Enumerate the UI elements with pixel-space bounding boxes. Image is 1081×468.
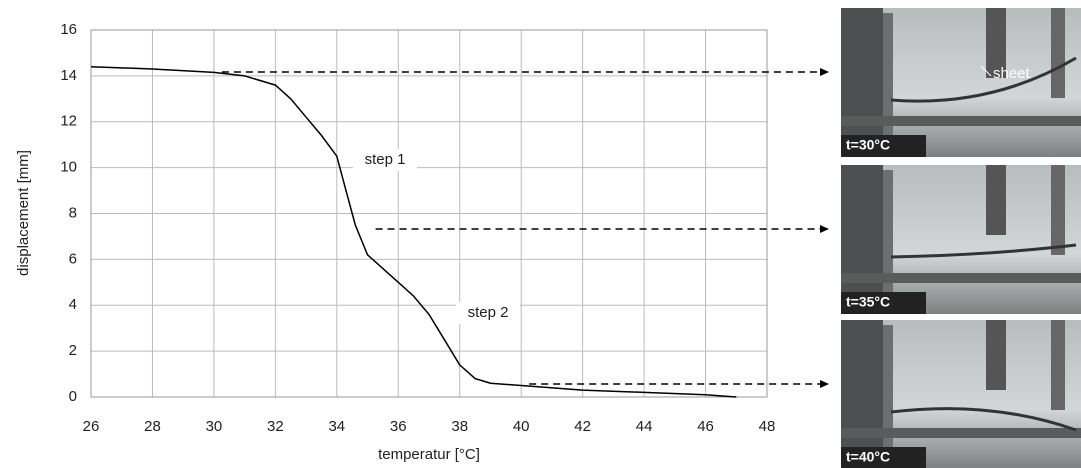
- photo-rod: [986, 8, 1006, 78]
- x-tick-label: 26: [83, 418, 100, 435]
- note-pointer: [980, 65, 992, 77]
- x-tick-label: 36: [390, 418, 407, 435]
- x-tick-label: 38: [451, 418, 468, 435]
- y-tick-label: 14: [60, 67, 77, 84]
- x-tick-label: 42: [574, 418, 591, 435]
- x-tick-label: 30: [206, 418, 223, 435]
- photo-rod: [1051, 165, 1065, 255]
- y-tick-label: 8: [69, 204, 77, 221]
- y-tick-label: 2: [69, 342, 77, 359]
- y-axis-label: displacement [mm]: [15, 150, 32, 276]
- photo-rod: [986, 165, 1006, 235]
- arrow-head: [820, 68, 829, 76]
- arrow-head: [820, 380, 829, 388]
- photo-label-bg: [841, 447, 926, 468]
- photo-label: t=30°C: [846, 137, 890, 153]
- annotation-bg: [353, 149, 417, 171]
- data-line: [90, 65, 737, 398]
- x-tick-label: 28: [144, 418, 161, 435]
- photo-rod: [1051, 320, 1065, 410]
- photo-note: sheet: [993, 65, 1031, 82]
- annotation: step 1: [365, 151, 406, 168]
- photo-label-bg: [841, 292, 926, 314]
- x-axis-label: temperatur [°C]: [378, 446, 480, 463]
- y-tick-label: 0: [69, 388, 77, 405]
- photo-plate: [883, 325, 893, 464]
- y-tick-label: 12: [60, 113, 77, 130]
- annotation-bg: [456, 302, 520, 324]
- photo-rod: [1051, 8, 1065, 98]
- x-tick-label: 44: [636, 418, 653, 435]
- y-tick-label: 4: [69, 296, 77, 313]
- annotation: step 2: [468, 304, 509, 321]
- plot-frame: [90, 29, 768, 398]
- x-tick-label: 48: [759, 418, 776, 435]
- y-tick-label: 10: [60, 159, 77, 176]
- photo-base: [841, 273, 1081, 283]
- photo-sheet: [890, 407, 1077, 432]
- photo-plate: [883, 13, 893, 152]
- photo-plate: [883, 170, 893, 309]
- x-tick-label: 34: [328, 418, 345, 435]
- photo-label: t=35°C: [846, 294, 890, 310]
- photo-sheet: [890, 56, 1077, 103]
- photo-rod: [986, 320, 1006, 390]
- photo-label-bg: [841, 135, 926, 157]
- x-tick-label: 40: [513, 418, 530, 435]
- photo-clamp: [841, 320, 883, 468]
- y-tick-label: 6: [69, 250, 77, 267]
- photo-sheet: [890, 243, 1077, 259]
- photo-label: t=40°C: [846, 449, 890, 465]
- photo-clamp: [841, 165, 883, 314]
- photo-base: [841, 428, 1081, 438]
- arrow-head: [820, 225, 829, 233]
- y-tick-label: 16: [60, 21, 77, 38]
- x-tick-label: 32: [267, 418, 284, 435]
- x-tick-label: 46: [697, 418, 714, 435]
- photo-base: [841, 116, 1081, 126]
- photo-clamp: [841, 8, 883, 157]
